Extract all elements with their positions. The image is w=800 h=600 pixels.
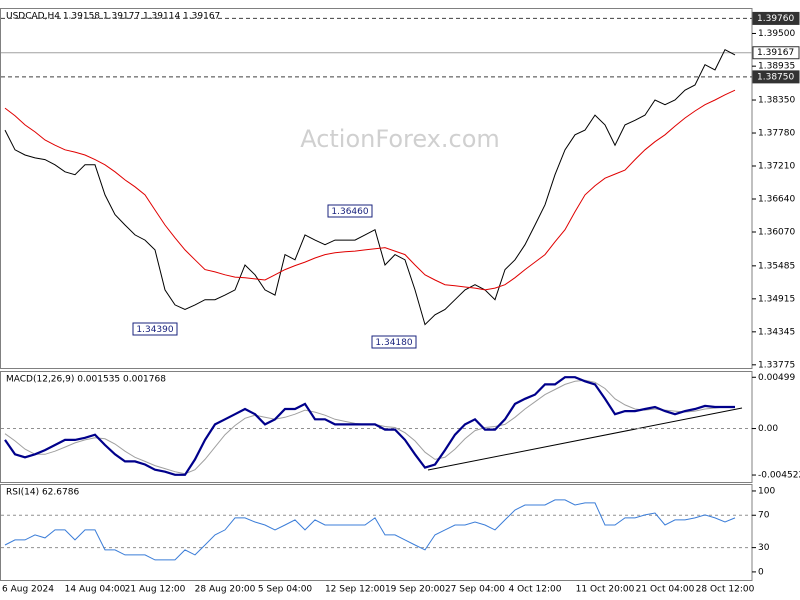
annotation-label: 1.34390 [136,325,173,335]
panel-title: MACD(12,26,9) 0.001535 0.001768 [6,375,166,385]
x-tick-label: 5 Sep 04:00 [258,585,313,595]
x-tick-label: 28 Oct 12:00 [696,585,755,595]
x-tick-label: 6 Aug 2024 [2,585,54,595]
series-line [4,49,736,326]
series-line [4,89,736,291]
panel-title: USDCAD,H4 1.39158 1.39177 1.39114 1.3916… [6,12,220,22]
level-box [752,11,800,25]
x-tick-label: 21 Oct 04:00 [636,585,695,595]
annotation-box [327,204,373,218]
level-box [752,70,800,84]
trendline [427,407,743,471]
annotation-box [132,322,178,336]
series-line [4,376,735,476]
x-tick-label: 4 Oct 12:00 [509,585,562,595]
annotation-label: 1.36460 [331,207,368,217]
y-tick-label: -0.004522 [758,471,800,481]
panel-frame [0,371,753,483]
y-tick-label: 0 [758,567,764,577]
y-tick-label: 1.38350 [758,96,795,106]
level-label: 1.39760 [757,14,794,24]
y-tick-label: 70 [758,511,770,521]
y-tick-label: 1.38935 [758,62,795,72]
annotation-box [371,335,417,349]
y-tick-label: 1.36070 [758,227,795,237]
y-tick-label: 1.37780 [758,129,795,139]
panel-frame [0,8,753,369]
annotation-label: 1.34180 [375,338,412,348]
y-tick-label: 30 [758,543,770,553]
level-box [752,46,800,60]
y-tick-label: 1.36640 [758,194,795,204]
y-tick-label: 1.35485 [758,261,795,271]
y-tick-label: 1.39500 [758,29,795,39]
y-tick-label: 1.34915 [758,294,795,304]
y-tick-label: 1.33775 [758,360,795,370]
y-tick-label: 1.34345 [758,327,795,337]
level-label: 1.39167 [757,48,794,58]
x-tick-label: 19 Sep 20:00 [385,585,445,595]
watermark: ActionForex.com [300,125,500,153]
x-tick-label: 21 Aug 12:00 [125,585,186,595]
x-tick-label: 28 Aug 20:00 [195,585,256,595]
x-tick-label: 27 Sep 04:00 [445,585,505,595]
panel-frame [0,484,753,581]
x-tick-label: 14 Aug 04:00 [65,585,126,595]
x-tick-label: 12 Sep 12:00 [325,585,385,595]
y-tick-label: 0.00 [758,424,778,434]
panel-title: RSI(14) 62.6786 [6,488,79,498]
y-tick-label: 1.37210 [758,162,795,172]
y-tick-label: 100 [758,486,775,496]
y-tick-label: 0.00499 [758,373,795,383]
x-tick-label: 11 Oct 20:00 [576,585,635,595]
level-label: 1.38750 [757,72,794,82]
series-line [4,499,736,561]
